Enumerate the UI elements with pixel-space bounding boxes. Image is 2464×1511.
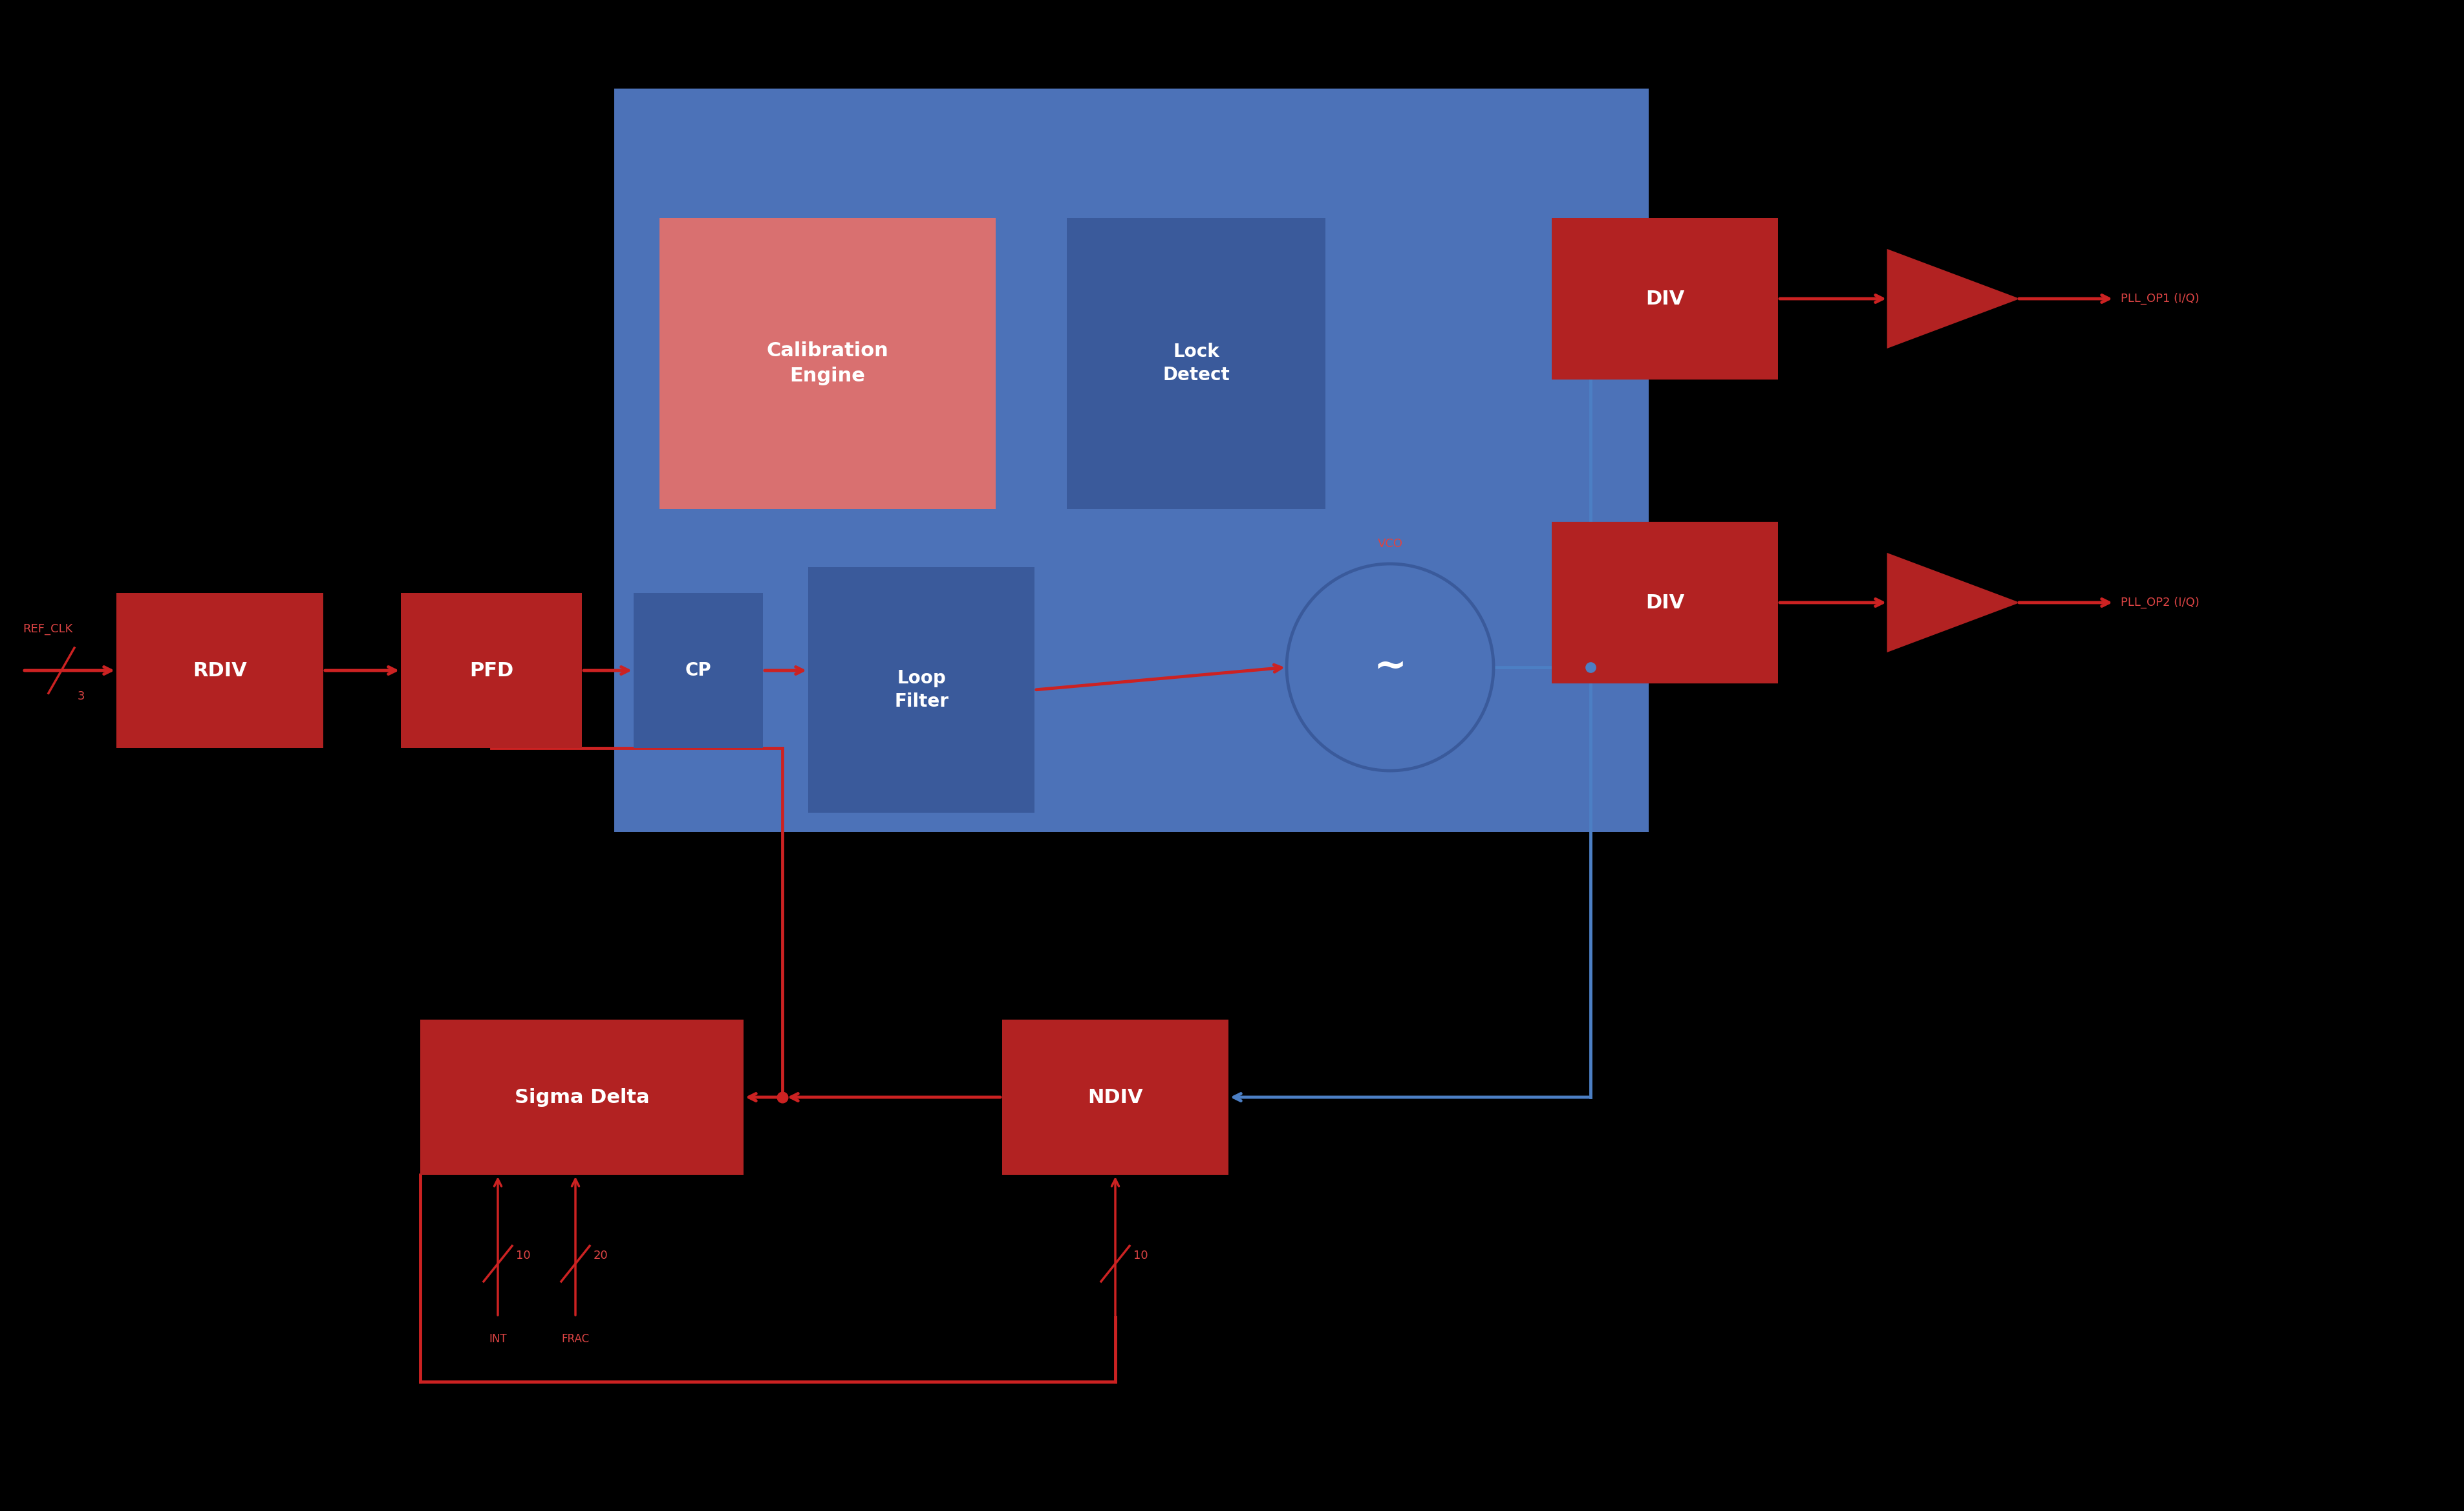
Text: RDIV: RDIV [192,662,246,680]
Text: INT: INT [488,1333,508,1345]
Text: FRAC: FRAC [562,1333,589,1345]
Text: Loop
Filter: Loop Filter [894,669,949,710]
Text: CP: CP [685,662,712,680]
FancyBboxPatch shape [116,592,323,748]
Text: PLL_OP2 (I/Q): PLL_OP2 (I/Q) [2119,597,2198,609]
Text: Lock
Detect: Lock Detect [1163,343,1230,384]
Text: 20: 20 [594,1250,609,1262]
FancyBboxPatch shape [1003,1020,1227,1174]
Text: 10: 10 [515,1250,530,1262]
FancyBboxPatch shape [1552,218,1777,379]
FancyBboxPatch shape [660,218,995,509]
Polygon shape [1887,555,2016,651]
FancyBboxPatch shape [808,567,1035,813]
Text: REF_CLK: REF_CLK [22,623,71,635]
FancyBboxPatch shape [1552,521,1777,683]
FancyBboxPatch shape [633,592,764,748]
Text: DIV: DIV [1646,594,1683,612]
Text: DIV: DIV [1646,289,1683,308]
FancyBboxPatch shape [614,89,1648,833]
Text: ~: ~ [1372,648,1407,686]
Text: PFD: PFD [468,662,513,680]
Polygon shape [1887,251,2016,348]
Text: PLL_OP1 (I/Q): PLL_OP1 (I/Q) [2119,293,2198,305]
Text: Calibration
Engine: Calibration Engine [766,341,890,385]
Text: NDIV: NDIV [1087,1088,1143,1106]
Text: 10: 10 [1133,1250,1148,1262]
FancyBboxPatch shape [421,1020,744,1174]
Text: VCO: VCO [1377,538,1402,550]
FancyBboxPatch shape [402,592,582,748]
FancyBboxPatch shape [1067,218,1326,509]
Text: Sigma Delta: Sigma Delta [515,1088,648,1106]
Text: 3: 3 [76,691,84,703]
